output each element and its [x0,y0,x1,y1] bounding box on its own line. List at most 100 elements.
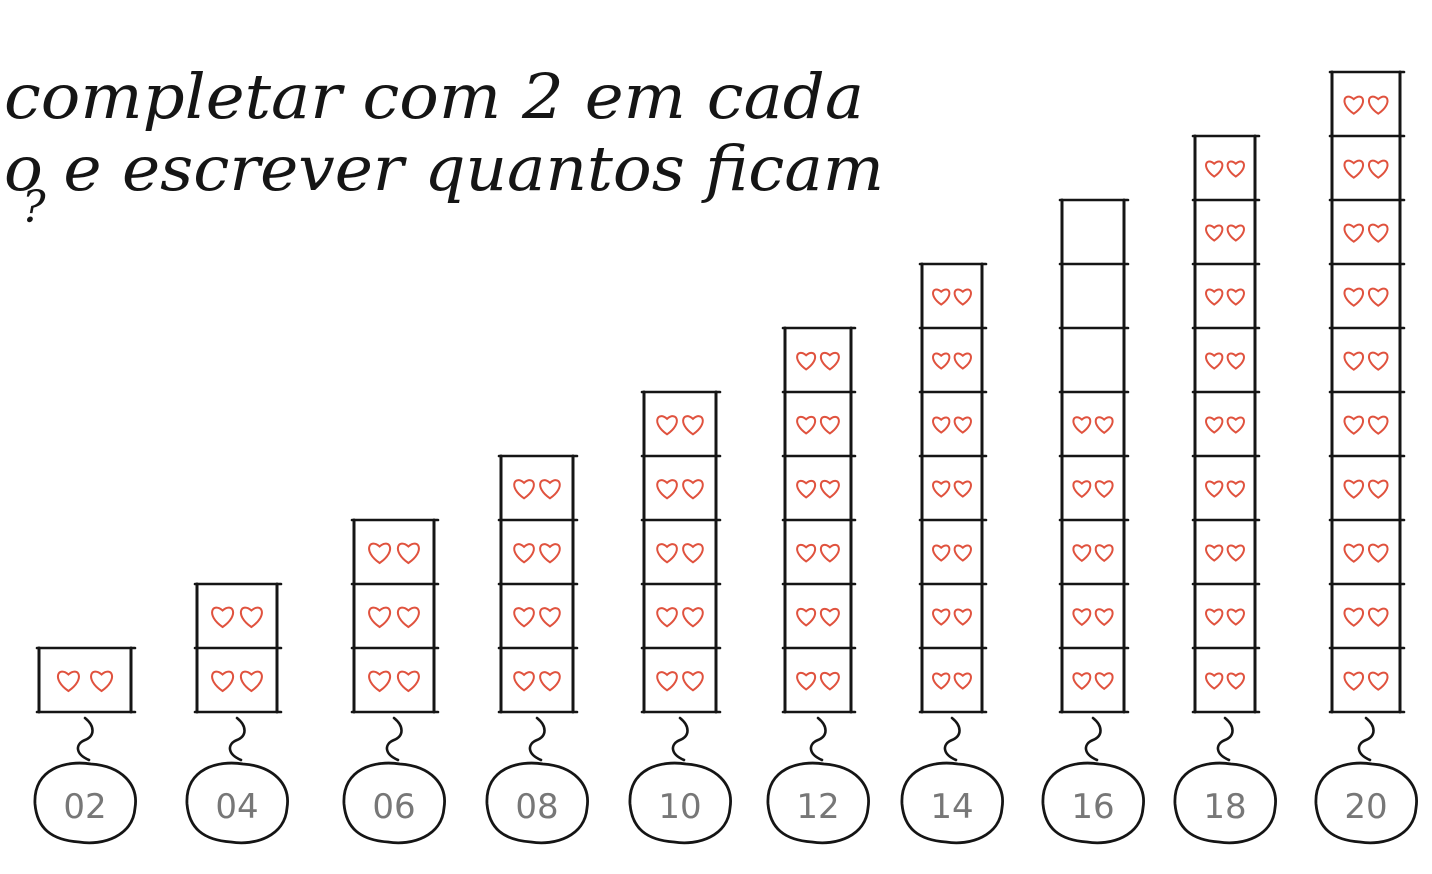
box [1205,352,1245,370]
squiggle-connector [671,716,689,762]
number-bubble [485,761,589,845]
heart-icon [539,479,561,500]
box [932,480,972,498]
box [796,479,840,499]
heart-icon [1094,672,1114,691]
tower-04: 04 [185,582,289,845]
box [513,479,561,500]
box [1205,160,1245,178]
box [1343,671,1389,691]
heart-icon [1094,608,1114,627]
heart-icon [1226,160,1245,178]
heart-icon [539,543,561,564]
heart-icon [90,670,113,693]
heart-icon [682,479,704,500]
box [1205,288,1245,306]
heart-icon [932,608,951,626]
box [211,606,263,629]
heart-icon [820,415,840,435]
box [1343,287,1389,307]
heart-icon [368,542,391,565]
heart-icon [1072,672,1092,691]
box [1072,416,1114,435]
heart-icon [1343,159,1364,179]
box [656,543,704,564]
heart-icon [656,671,678,692]
heart-icon [932,352,951,370]
instruction-text: completar com 2 em cada o e escrever qua… [4,60,884,233]
heart-icon [1205,224,1224,242]
heart-icon [932,480,951,498]
heart-icon [1226,224,1245,242]
heart-icon [1368,607,1389,627]
heart-icon [1226,288,1245,306]
tower-count-label: 10 [658,787,701,827]
heart-icon [1368,415,1389,435]
box [1343,159,1389,179]
heart-icon [1072,480,1092,499]
squiggle-connector [809,716,827,762]
squiggle-connector [228,716,246,762]
heart-icon [397,670,420,693]
heart-icon [682,671,704,692]
box [1343,351,1389,371]
heart-icon [1343,671,1364,691]
box [656,671,704,692]
heart-icon [513,671,535,692]
heart-icon [1226,608,1245,626]
number-bubble [342,761,446,845]
heart-icon [1368,671,1389,691]
heart-icon [368,670,391,693]
box [1343,543,1389,563]
heart-icon [1094,416,1114,435]
heart-icon [240,606,263,629]
heart-icon [1368,543,1389,563]
heart-icon [1226,480,1245,498]
box [796,607,840,627]
heart-icon [953,416,972,434]
heart-icon [513,479,535,500]
box [1072,608,1114,627]
heart-icon [397,542,420,565]
box [796,543,840,563]
box [1072,480,1114,499]
number-bubble [1314,761,1418,845]
box [513,671,561,692]
heart-icon [539,671,561,692]
box [513,607,561,628]
tower-count-label: 20 [1344,787,1387,827]
box [1205,544,1245,562]
heart-icon [1205,288,1224,306]
heart-icon [1205,480,1224,498]
heart-icon [1226,672,1245,690]
box [656,479,704,500]
box [796,351,840,371]
box [656,607,704,628]
heart-icon [953,608,972,626]
heart-icon [1343,287,1364,307]
heart-icon [1094,480,1114,499]
heart-icon [1368,159,1389,179]
heart-icon [1343,607,1364,627]
heart-icon [1094,544,1114,563]
heart-icon [820,671,840,691]
heart-icon [932,672,951,690]
heart-icon [1072,416,1092,435]
heart-icon [539,607,561,628]
box [656,415,704,436]
heart-icon [796,351,816,371]
heart-icon [1343,543,1364,563]
box [932,608,972,626]
number-bubble [900,761,1004,845]
heart-icon [656,607,678,628]
heart-icon [1072,544,1092,563]
box [1205,480,1245,498]
tower-16: 16 [1041,198,1145,845]
number-bubble [766,761,870,845]
squiggle-connector [943,716,961,762]
heart-icon [1343,479,1364,499]
box [796,415,840,435]
heart-icon [1205,160,1224,178]
box [1205,416,1245,434]
box [1343,223,1389,243]
